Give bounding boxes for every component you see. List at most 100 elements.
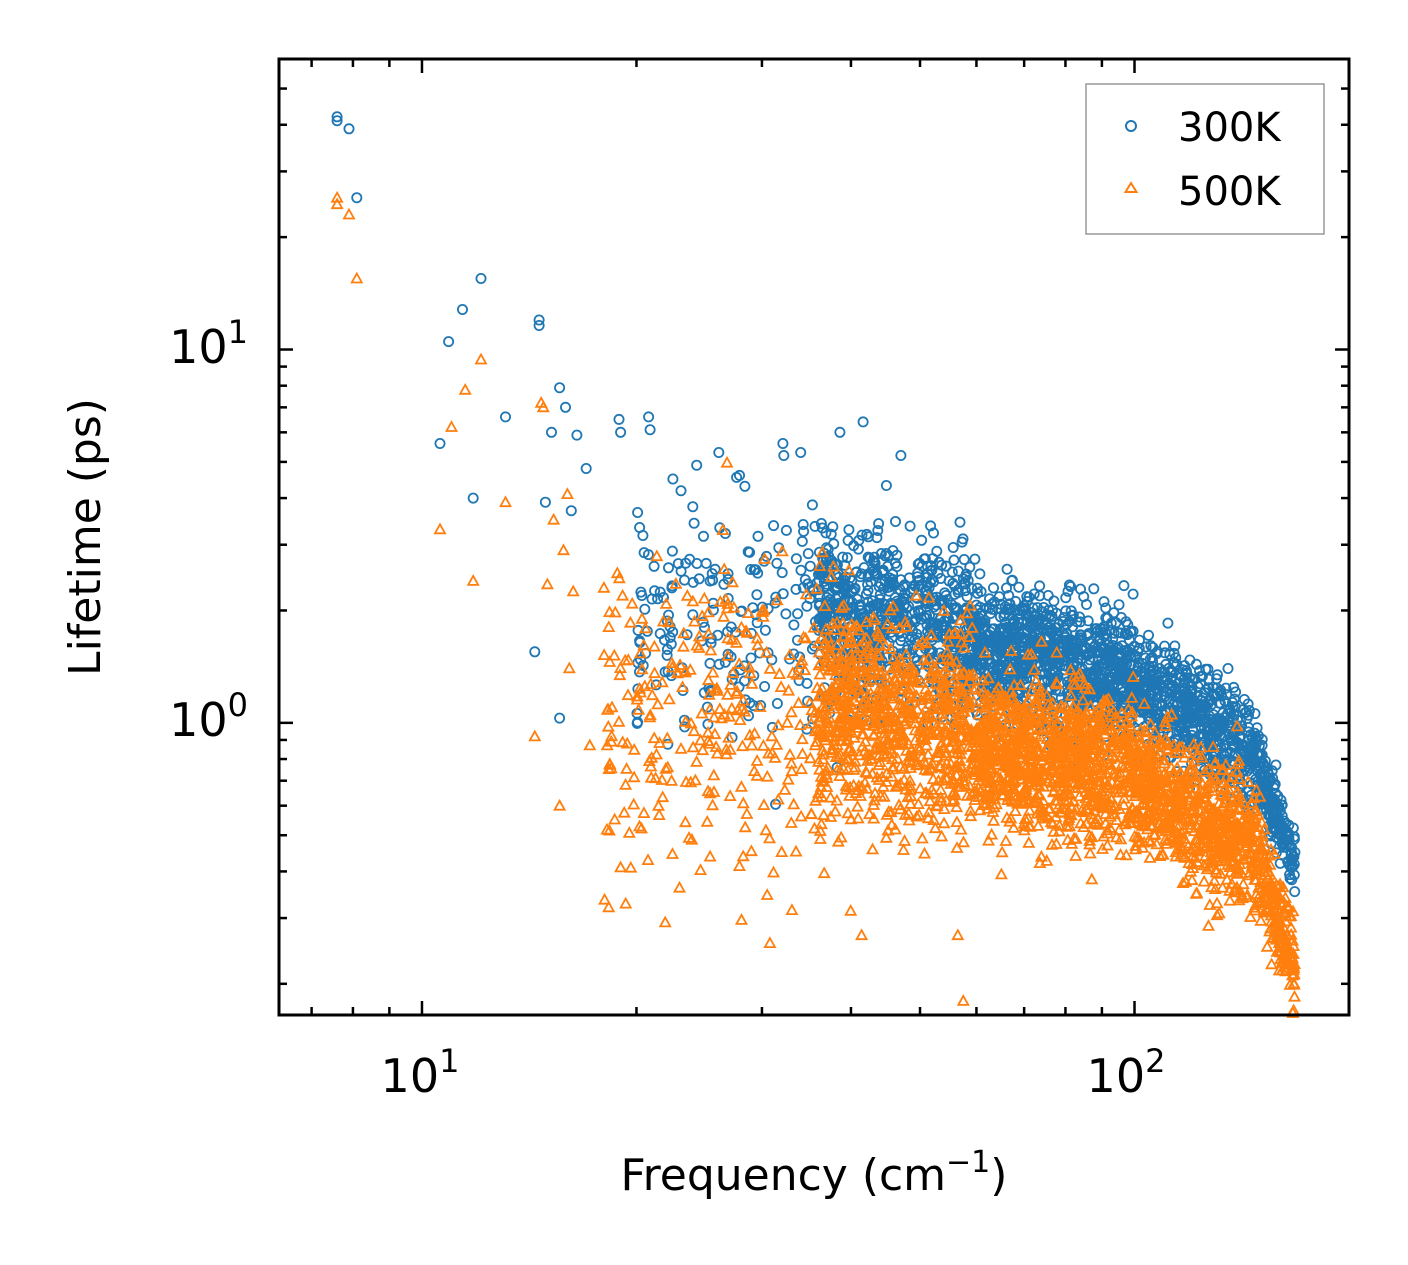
500k-point	[845, 617, 859, 630]
500k-point	[710, 684, 724, 696]
300k-point	[1259, 778, 1271, 790]
500k-point	[1098, 772, 1112, 785]
500k-point	[851, 811, 865, 824]
500k-point	[937, 740, 951, 753]
500k-point	[948, 723, 962, 735]
300k-point	[837, 579, 849, 591]
300k-point	[844, 609, 856, 621]
500k-point	[655, 675, 669, 688]
300k-point	[661, 649, 673, 661]
500k-point	[823, 790, 838, 803]
500k-point	[997, 759, 1011, 772]
500k-point	[795, 747, 810, 759]
300k-point	[1131, 665, 1143, 677]
300k-outlier-point	[571, 429, 583, 441]
500k-point	[846, 686, 860, 699]
300k-point	[1167, 699, 1179, 711]
500k-point	[784, 756, 798, 769]
500k-point	[882, 804, 896, 817]
500k-point	[841, 806, 855, 819]
300k-point	[1074, 611, 1086, 623]
500k-point	[717, 609, 731, 622]
500k-point	[1003, 814, 1017, 827]
500k-point	[863, 714, 877, 727]
500k-point	[781, 772, 795, 785]
300k-point	[959, 585, 971, 597]
500k-point	[799, 587, 813, 600]
300k-point	[661, 644, 673, 656]
300k-point	[1180, 665, 1192, 677]
300k-point	[820, 598, 832, 610]
300k-outlier-point	[529, 646, 541, 658]
500k-point	[943, 660, 957, 673]
500k-point	[861, 754, 875, 766]
500k-point	[955, 681, 969, 694]
500k-point	[1029, 673, 1043, 686]
300k-point	[731, 471, 743, 483]
500k-point	[949, 759, 963, 772]
500k-point	[1113, 847, 1128, 860]
500k-point	[877, 789, 891, 802]
500k-point	[890, 661, 904, 674]
300k-point	[940, 560, 952, 572]
500k-point	[1064, 663, 1078, 675]
300k-point	[1098, 596, 1110, 608]
300k-point	[1198, 722, 1210, 734]
300k-point	[864, 552, 876, 564]
500k-point	[656, 790, 670, 803]
300k-point	[1164, 648, 1176, 660]
500k-point	[1008, 804, 1022, 816]
300k-point	[793, 675, 805, 687]
300k-point	[1033, 646, 1045, 658]
500k-point	[837, 725, 851, 738]
500k-point	[923, 794, 937, 807]
500k-point	[784, 816, 798, 828]
500k-point	[872, 648, 886, 661]
500k-point	[680, 588, 694, 601]
300k-point	[961, 591, 973, 603]
500k-point	[1063, 819, 1077, 832]
300k-point	[687, 501, 699, 513]
300k-point	[1047, 638, 1059, 650]
500k-point	[936, 773, 950, 786]
500k-point	[701, 673, 715, 686]
300k-point	[867, 600, 879, 612]
500k-point	[722, 730, 736, 743]
500k-point	[960, 606, 974, 619]
500k-point	[756, 738, 770, 751]
500k-point	[843, 780, 857, 793]
300k-point	[977, 633, 989, 645]
500k-point	[848, 671, 862, 683]
500k-point	[862, 640, 876, 652]
500k-point	[734, 913, 749, 925]
300k-point	[916, 534, 928, 546]
300k-point	[667, 626, 679, 638]
300k-point	[1228, 708, 1240, 720]
300k-point	[1057, 616, 1069, 628]
500k-point	[888, 822, 902, 835]
500k-point	[952, 710, 966, 723]
500k-point	[674, 741, 688, 754]
500k-point	[1117, 798, 1131, 810]
300k-point	[1182, 708, 1194, 720]
500k-point	[862, 807, 876, 820]
300k-point	[1010, 666, 1022, 678]
500k-point	[785, 764, 799, 777]
300k-point	[1147, 661, 1159, 673]
500k-point	[1007, 782, 1021, 795]
500k-point	[771, 792, 785, 805]
500k-point	[661, 760, 675, 773]
500k-point	[828, 678, 842, 691]
300k-point	[841, 552, 853, 564]
300k-point	[1006, 624, 1018, 636]
500k-point	[644, 770, 658, 783]
300k-point	[790, 553, 802, 565]
500k-point	[937, 816, 951, 829]
300k-point	[1050, 628, 1062, 640]
500k-point	[724, 678, 738, 690]
500k-point	[915, 831, 929, 844]
300k-point	[969, 553, 981, 565]
300k-point	[867, 563, 879, 575]
300k-outlier-point	[554, 382, 566, 394]
500k-point	[987, 800, 1001, 813]
